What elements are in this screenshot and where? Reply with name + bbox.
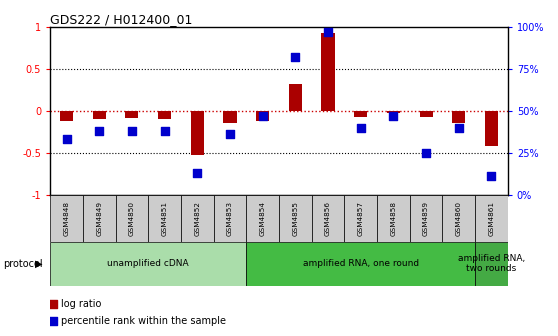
Bar <box>312 195 344 242</box>
Text: GSM4851: GSM4851 <box>162 201 167 236</box>
Text: GSM4861: GSM4861 <box>488 201 494 236</box>
Bar <box>148 195 181 242</box>
Text: percentile rank within the sample: percentile rank within the sample <box>61 316 226 326</box>
Bar <box>60 111 73 121</box>
Bar <box>256 111 269 121</box>
Bar <box>279 195 312 242</box>
Bar <box>246 195 279 242</box>
Point <box>291 54 300 60</box>
Text: GSM4855: GSM4855 <box>292 201 299 236</box>
Bar <box>93 111 106 119</box>
Text: amplified RNA, one round: amplified RNA, one round <box>302 259 418 268</box>
Point <box>49 301 57 307</box>
Bar <box>377 195 410 242</box>
Bar <box>475 242 508 286</box>
Bar <box>191 111 204 155</box>
Text: GSM4853: GSM4853 <box>227 201 233 236</box>
Text: GSM4848: GSM4848 <box>64 201 70 236</box>
Text: GSM4852: GSM4852 <box>194 201 200 236</box>
Point <box>160 128 169 134</box>
Bar <box>116 195 148 242</box>
Text: GSM4850: GSM4850 <box>129 201 135 236</box>
Bar <box>344 195 377 242</box>
Point <box>422 150 431 156</box>
Text: log ratio: log ratio <box>61 299 102 309</box>
Text: GSM4849: GSM4849 <box>96 201 102 236</box>
Bar <box>83 195 116 242</box>
Point <box>389 113 398 119</box>
Bar <box>354 111 367 117</box>
Bar <box>50 195 83 242</box>
Point <box>454 125 463 130</box>
Text: amplified RNA,
two rounds: amplified RNA, two rounds <box>458 254 525 274</box>
Bar <box>475 195 508 242</box>
Text: unamplified cDNA: unamplified cDNA <box>108 259 189 268</box>
Bar <box>452 111 465 123</box>
Bar <box>214 195 246 242</box>
Text: protocol: protocol <box>3 259 42 269</box>
Bar <box>485 111 498 146</box>
Text: GSM4857: GSM4857 <box>358 201 364 236</box>
Point <box>127 128 136 134</box>
Bar <box>246 242 475 286</box>
Bar <box>387 111 400 114</box>
Text: GSM4859: GSM4859 <box>423 201 429 236</box>
Point <box>356 125 365 130</box>
Bar <box>410 195 442 242</box>
Point <box>487 174 496 179</box>
Point <box>258 113 267 119</box>
Bar <box>289 84 302 111</box>
Point <box>49 318 57 324</box>
Text: GSM4854: GSM4854 <box>259 201 266 236</box>
Point <box>62 137 71 142</box>
Text: GSM4858: GSM4858 <box>391 201 396 236</box>
Point <box>324 29 333 35</box>
Text: GSM4860: GSM4860 <box>456 201 462 236</box>
Bar <box>223 111 237 124</box>
Text: GSM4856: GSM4856 <box>325 201 331 236</box>
Text: ▶: ▶ <box>35 259 42 269</box>
Bar <box>158 111 171 119</box>
Bar <box>420 111 432 117</box>
Point <box>95 128 104 134</box>
Bar <box>126 111 138 119</box>
Bar <box>442 195 475 242</box>
Bar <box>50 242 246 286</box>
Point <box>193 170 202 176</box>
Bar <box>181 195 214 242</box>
Text: GDS222 / H012400_01: GDS222 / H012400_01 <box>50 13 193 26</box>
Point <box>225 132 234 137</box>
Bar <box>321 33 335 111</box>
